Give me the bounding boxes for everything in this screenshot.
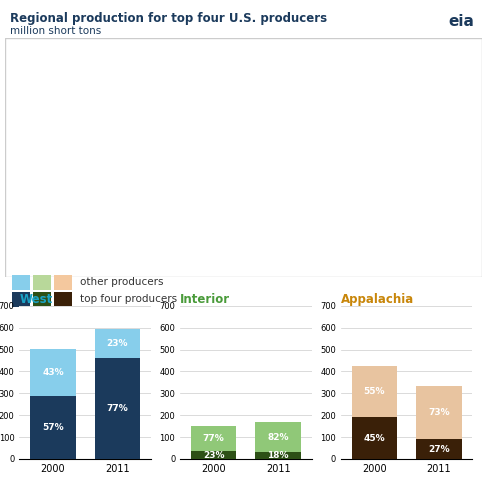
Bar (256, 452, 301, 459)
Text: West: West (19, 293, 53, 306)
Text: eia: eia (448, 14, 474, 29)
FancyBboxPatch shape (54, 274, 72, 290)
Text: Interior: Interior (180, 293, 230, 306)
Bar (352, 366, 397, 417)
Bar (416, 439, 462, 459)
FancyBboxPatch shape (12, 274, 30, 290)
FancyBboxPatch shape (12, 292, 30, 307)
Bar (30, 395, 75, 459)
Text: 18%: 18% (267, 451, 289, 460)
Text: Appalachia: Appalachia (341, 293, 414, 306)
Text: 23%: 23% (107, 339, 128, 348)
Bar (352, 417, 397, 459)
Text: 82%: 82% (267, 433, 289, 442)
Text: 45%: 45% (364, 434, 385, 443)
Text: other producers: other producers (80, 277, 163, 287)
Text: 23%: 23% (203, 451, 225, 459)
Text: million short tons: million short tons (10, 26, 101, 36)
Text: 43%: 43% (42, 368, 64, 377)
Bar (191, 451, 236, 459)
Text: 73%: 73% (428, 408, 450, 417)
FancyBboxPatch shape (33, 292, 51, 307)
Bar (95, 329, 140, 358)
Text: 77%: 77% (107, 404, 129, 413)
Bar (30, 348, 75, 395)
Bar (95, 358, 140, 459)
Text: 27%: 27% (428, 445, 450, 454)
Bar (416, 386, 462, 439)
Text: Regional production for top four U.S. producers: Regional production for top four U.S. pr… (10, 12, 327, 25)
Text: top four producers: top four producers (80, 294, 177, 304)
Text: 57%: 57% (42, 423, 64, 432)
Text: 55%: 55% (364, 387, 385, 396)
FancyBboxPatch shape (33, 274, 51, 290)
Text: 77%: 77% (203, 434, 225, 443)
FancyBboxPatch shape (54, 292, 72, 307)
Bar (191, 426, 236, 451)
Bar (256, 422, 301, 452)
